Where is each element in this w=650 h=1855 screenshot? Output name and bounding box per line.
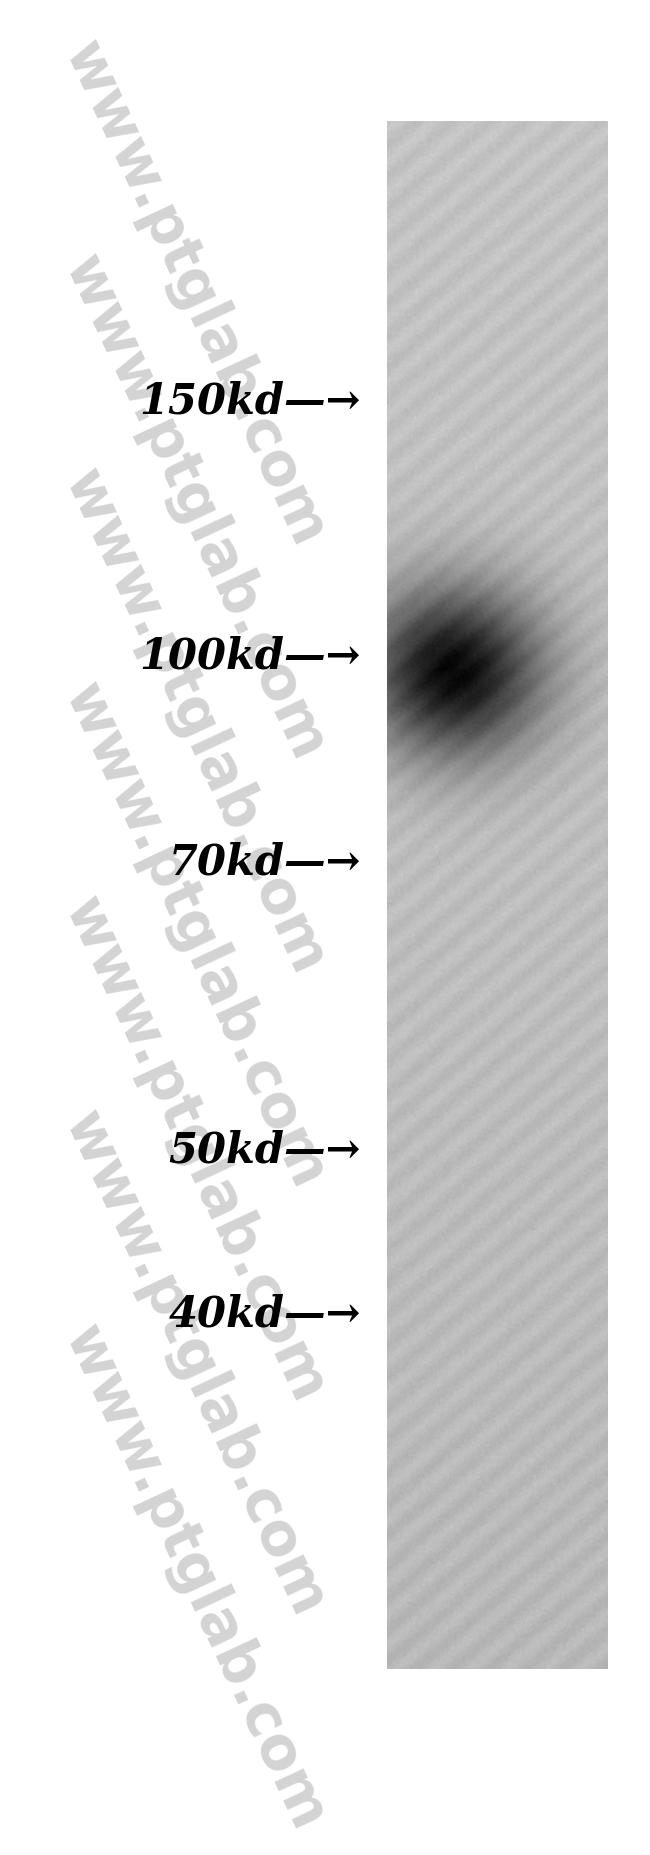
Text: www.ptglab.com: www.ptglab.com	[53, 675, 337, 1198]
Text: 50kd—→: 50kd—→	[168, 1130, 361, 1171]
Text: 150kd—→: 150kd—→	[139, 380, 361, 423]
Text: www.ptglab.com: www.ptglab.com	[53, 889, 337, 1412]
Text: www.ptglab.com: www.ptglab.com	[53, 33, 337, 556]
Text: 100kd—→: 100kd—→	[139, 636, 361, 677]
Text: 40kd—→: 40kd—→	[168, 1293, 361, 1336]
Text: www.ptglab.com: www.ptglab.com	[53, 1317, 337, 1840]
Text: 70kd—→: 70kd—→	[168, 840, 361, 883]
Text: www.ptglab.com: www.ptglab.com	[53, 247, 337, 770]
Text: www.ptglab.com: www.ptglab.com	[53, 1102, 337, 1625]
Text: www.ptglab.com: www.ptglab.com	[53, 460, 337, 983]
